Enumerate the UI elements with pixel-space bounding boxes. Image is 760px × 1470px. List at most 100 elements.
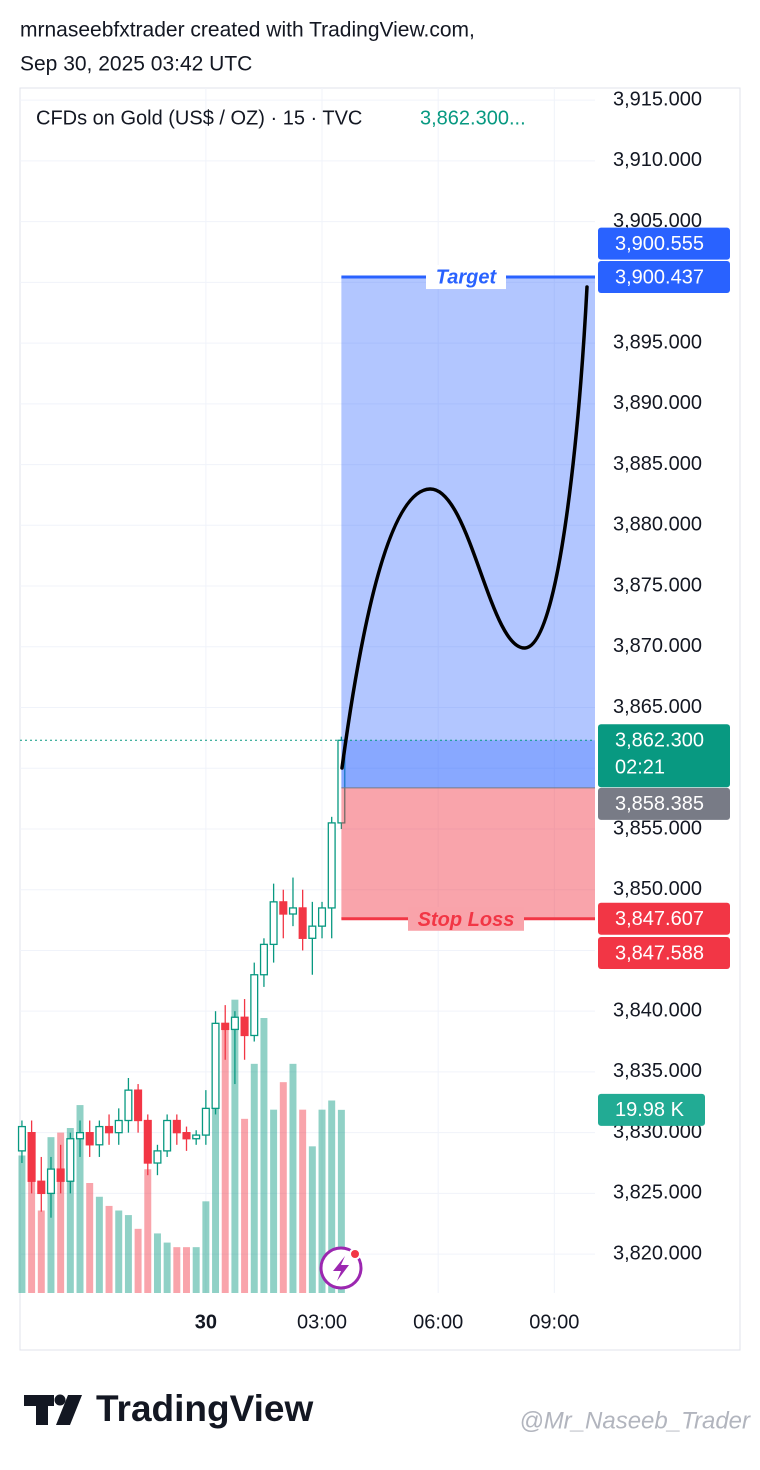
volume-bar [308,1146,316,1293]
candle-body [230,1016,239,1031]
x-tick-label: 03:00 [297,1311,347,1333]
y-tick-label: 3,875.000 [613,574,702,596]
volume-bar [212,1082,220,1293]
volume-bar [28,1132,36,1293]
candle-body [105,1125,114,1134]
price-label-box [598,261,730,294]
price-label: 3,862.300 [615,730,704,752]
volume-bar [76,1105,84,1293]
y-tick-label: 3,840.000 [613,999,702,1021]
candle-body [250,974,259,1037]
volume-bar [124,1215,132,1293]
y-tick-label: 3,830.000 [613,1121,702,1143]
y-tick-label: 3,895.000 [613,331,702,353]
candle-body [124,1089,133,1122]
candle-body [269,901,278,946]
y-tick-label: 3,865.000 [613,696,702,718]
countdown: 02:21 [615,757,665,779]
volume-bar [202,1201,210,1293]
candle-body [201,1107,210,1136]
y-tick-label: 3,915.000 [613,88,702,110]
y-tick-label: 3,870.000 [613,635,702,657]
price-label-box [598,902,730,935]
candle-body [279,901,288,915]
volume-bar [86,1183,94,1293]
watermark: @Mr_Naseeb_Trader [519,1407,751,1434]
price-label: 3,900.555 [615,233,704,255]
volume-bar [231,999,239,1293]
y-tick-label: 3,910.000 [613,149,702,171]
candle-body [66,1138,75,1182]
candle-body [172,1119,181,1134]
candle-body [240,1016,249,1037]
author-line: mrnaseebfxtrader created with TradingVie… [20,19,475,42]
candle-body [327,822,336,909]
candle-body [143,1119,152,1164]
candle-body [298,907,307,939]
candle-body [221,1022,230,1031]
volume-bar [328,1100,336,1293]
y-tick-label: 3,850.000 [613,878,702,900]
volume-bar [318,1109,326,1293]
volume-bar [289,1063,297,1293]
volume-bar [105,1205,113,1293]
volume-bar [299,1109,307,1293]
volume-bar [37,1210,45,1293]
y-tick-label: 3,855.000 [613,817,702,839]
y-tick-label: 3,885.000 [613,453,702,475]
logo-text: TradingView [96,1388,313,1429]
candle-body [211,1022,220,1110]
date-line: Sep 30, 2025 03:42 UTC [20,53,252,76]
candle-body [134,1089,143,1122]
y-tick-label: 3,905.000 [613,210,702,232]
symbol: CFDs on Gold (US$ / OZ) · 15 · TVC [36,107,362,129]
chart-frame [19,87,741,1351]
volume-bar [134,1228,142,1293]
legend-price: 3,862.300... [420,107,526,129]
volume-bar [183,1247,190,1293]
price-label-box [598,227,730,260]
x-tick-label: 09:00 [529,1311,579,1333]
candle-body [114,1119,123,1134]
volume-bar [221,1027,229,1293]
candle-body [17,1125,26,1152]
label-gap [426,265,506,290]
volume-bar [279,1082,287,1293]
price-label-box [598,787,730,820]
volume-bar [163,1242,171,1293]
volume-bar [153,1233,161,1293]
y-tick-label: 3,825.000 [613,1182,702,1204]
candle-body [56,1168,65,1182]
volume-label-box [598,1093,705,1126]
candle-body [75,1132,85,1140]
volume-bar [241,1118,249,1293]
price-label-box [598,724,730,788]
stop-zone [341,787,595,919]
volume-bar [173,1247,181,1293]
plot: 3,820.000 3,825.000 3,830.000 3,835.000 3,84… [17,88,730,1333]
volume-bar [260,1018,268,1293]
candle-body [259,943,268,976]
replay-icon[interactable] [319,1246,363,1290]
volume-label: 19.98 K [615,1099,685,1121]
price-label: 3,858.385 [615,793,704,815]
logo-icon [24,1394,82,1425]
candle-body [95,1125,104,1146]
volume-bar [270,1109,278,1293]
y-tick-label: 3,835.000 [613,1060,702,1082]
candle-body [153,1150,162,1164]
candle-body [288,907,298,915]
volume-bar [95,1196,103,1293]
target-label: Target [436,266,498,288]
target-zone [341,277,595,788]
candle-body [308,925,317,939]
price-label: 3,847.607 [615,908,704,930]
x-tick-label: 30 [195,1311,217,1333]
stop-label: Stop Loss [418,909,515,931]
candle-body [46,1168,56,1195]
x-tick-label: 06:00 [413,1311,463,1333]
volume-bar [57,1132,65,1293]
volume-bar [144,1169,152,1293]
candle-body [85,1132,94,1146]
